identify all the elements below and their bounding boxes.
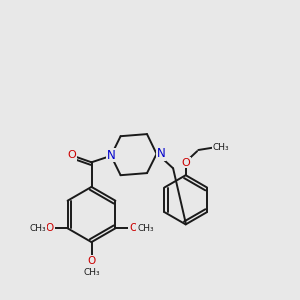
Text: O: O	[129, 223, 137, 233]
Text: N: N	[106, 148, 116, 162]
Text: CH₃: CH₃	[137, 224, 154, 233]
Text: CH₃: CH₃	[83, 268, 100, 277]
Text: CH₃: CH₃	[29, 224, 46, 233]
Text: O: O	[181, 158, 190, 168]
Text: O: O	[67, 150, 76, 160]
Text: O: O	[87, 256, 96, 266]
Text: N: N	[156, 147, 165, 161]
Text: O: O	[46, 223, 54, 233]
Text: CH₃: CH₃	[212, 143, 229, 152]
